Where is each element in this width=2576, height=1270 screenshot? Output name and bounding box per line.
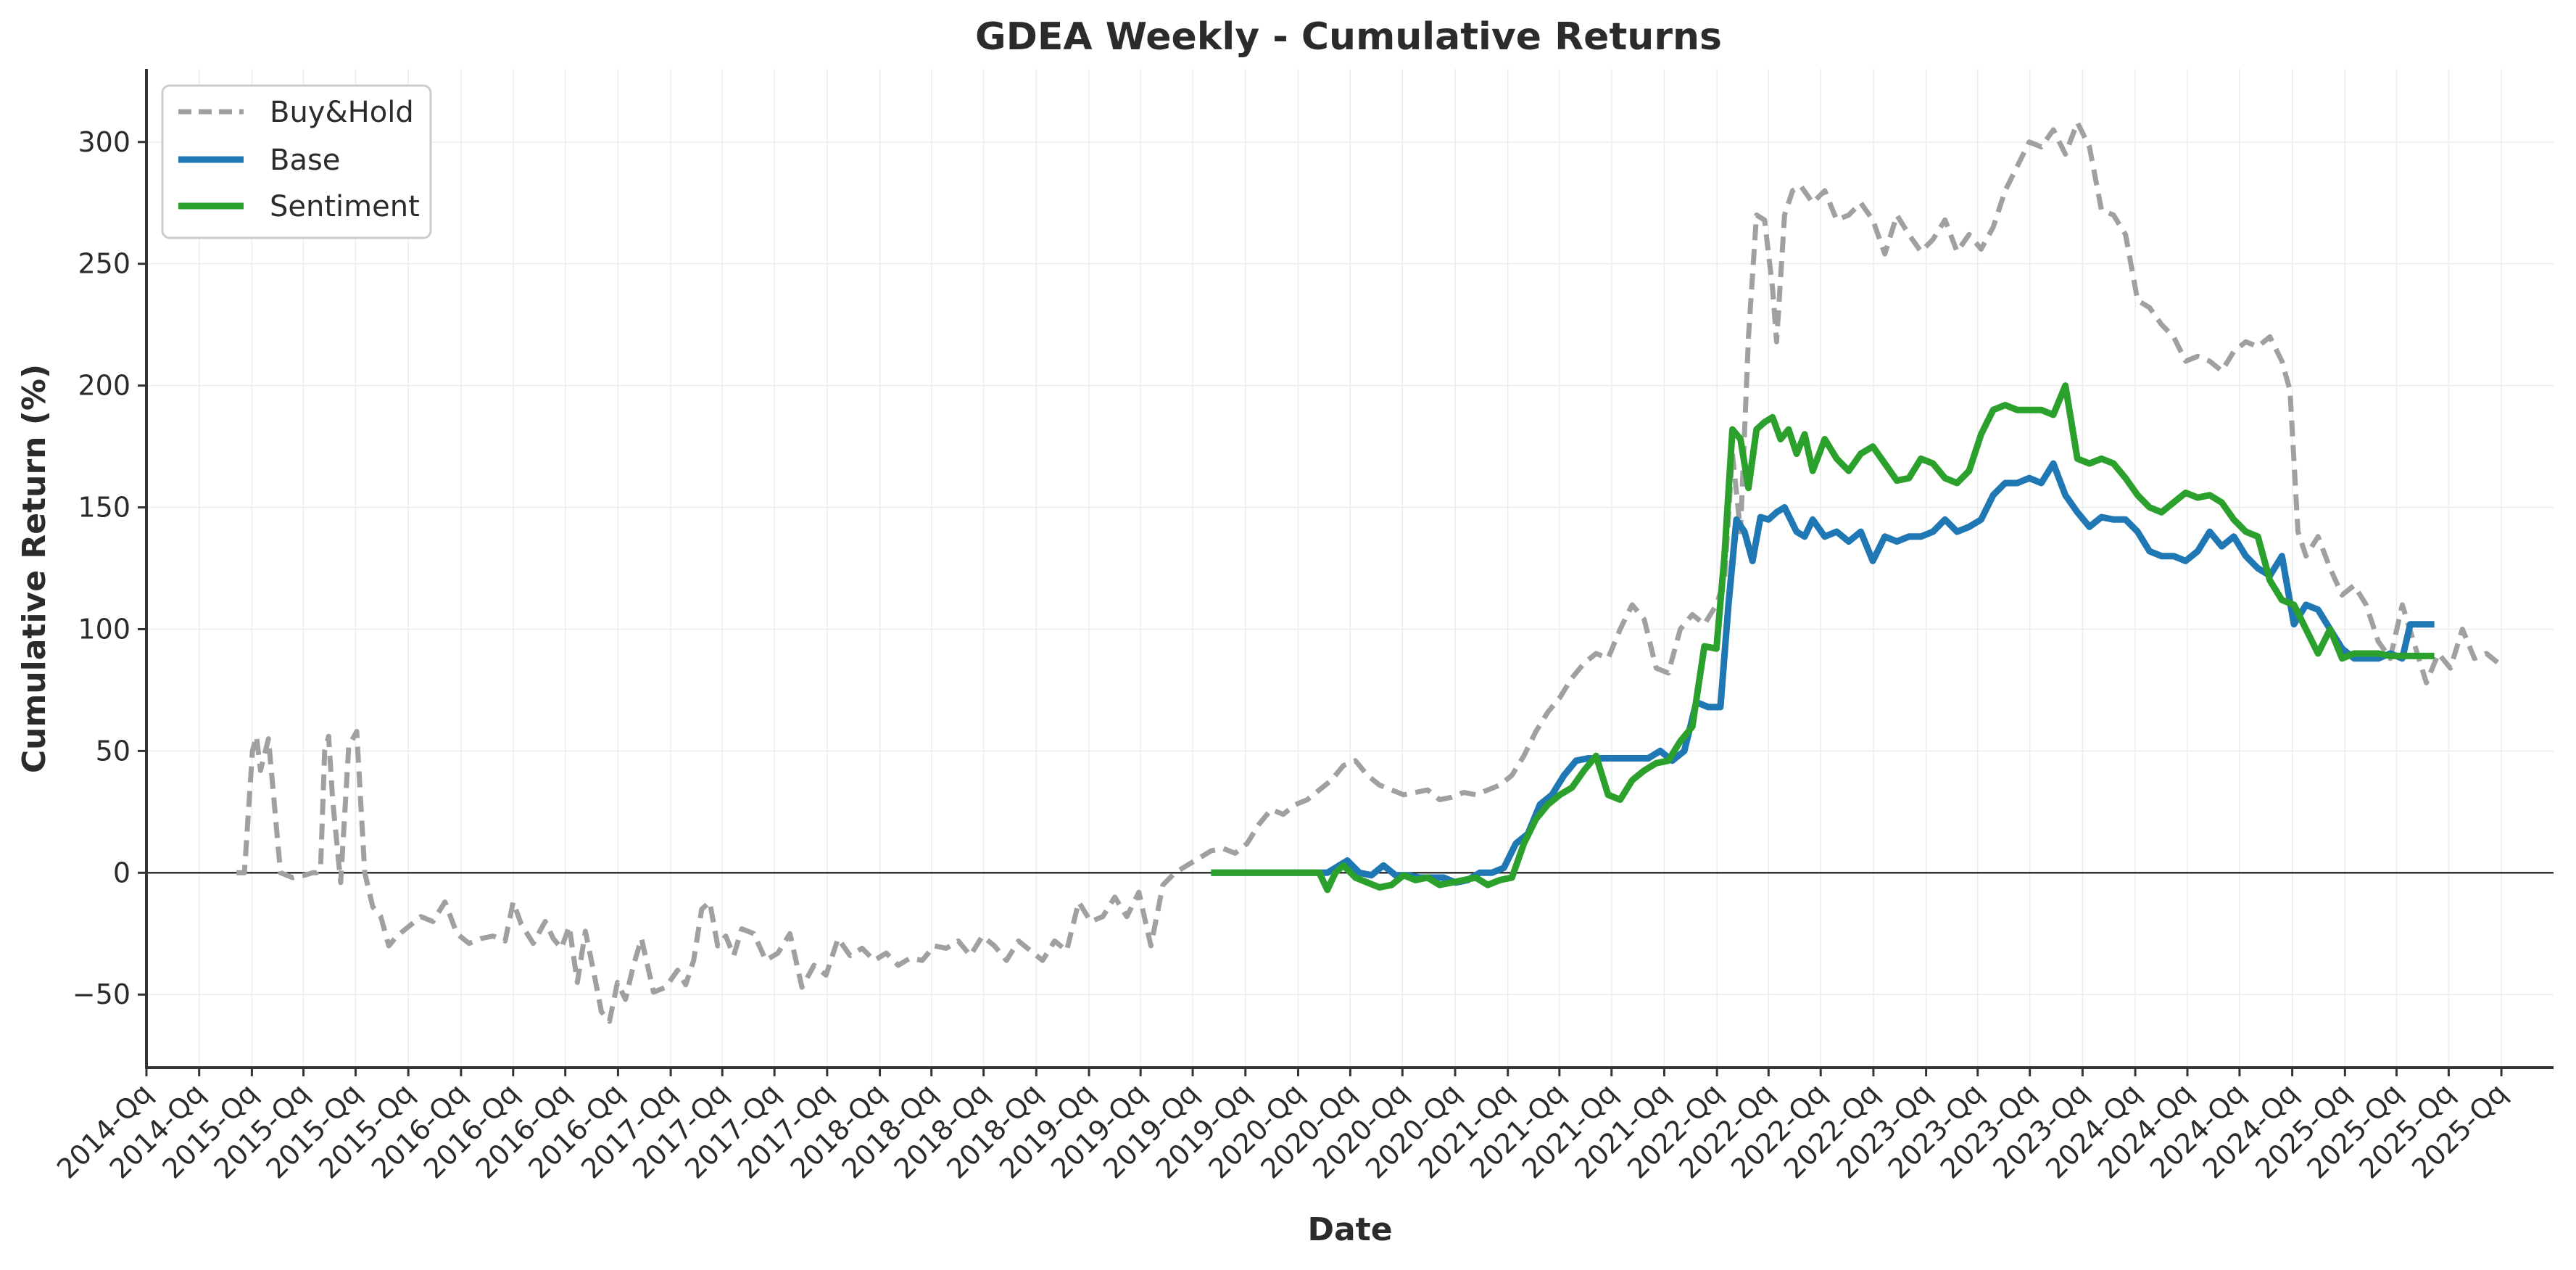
y-axis-label: Cumulative Return (%) bbox=[16, 364, 53, 773]
y-tick-label: −50 bbox=[73, 978, 131, 1010]
y-tick-label: 200 bbox=[78, 370, 131, 402]
y-tick-label: 250 bbox=[78, 248, 131, 280]
y-tick-label: 300 bbox=[78, 126, 131, 158]
y-tick-label: 150 bbox=[78, 492, 131, 524]
chart-title: GDEA Weekly - Cumulative Returns bbox=[975, 15, 1722, 59]
x-axis-label: Date bbox=[1307, 1211, 1392, 1248]
series-line-base bbox=[1211, 460, 2435, 886]
legend-box bbox=[161, 84, 432, 239]
y-tick-label: 0 bbox=[113, 857, 131, 888]
series-lines bbox=[236, 120, 2501, 1024]
legend-label-buy-hold: Buy&Hold bbox=[270, 96, 414, 129]
series-line-buy-hold bbox=[236, 120, 2501, 1024]
axes bbox=[138, 69, 2554, 1076]
legend-label-sentiment: Sentiment bbox=[270, 190, 420, 223]
y-tick-label: 100 bbox=[78, 613, 131, 645]
y-tick-label: 50 bbox=[96, 735, 131, 767]
legend: Buy&Hold Base Sentiment bbox=[161, 84, 432, 239]
legend-label-base: Base bbox=[270, 144, 340, 177]
series-line-sentiment bbox=[1211, 382, 2435, 894]
